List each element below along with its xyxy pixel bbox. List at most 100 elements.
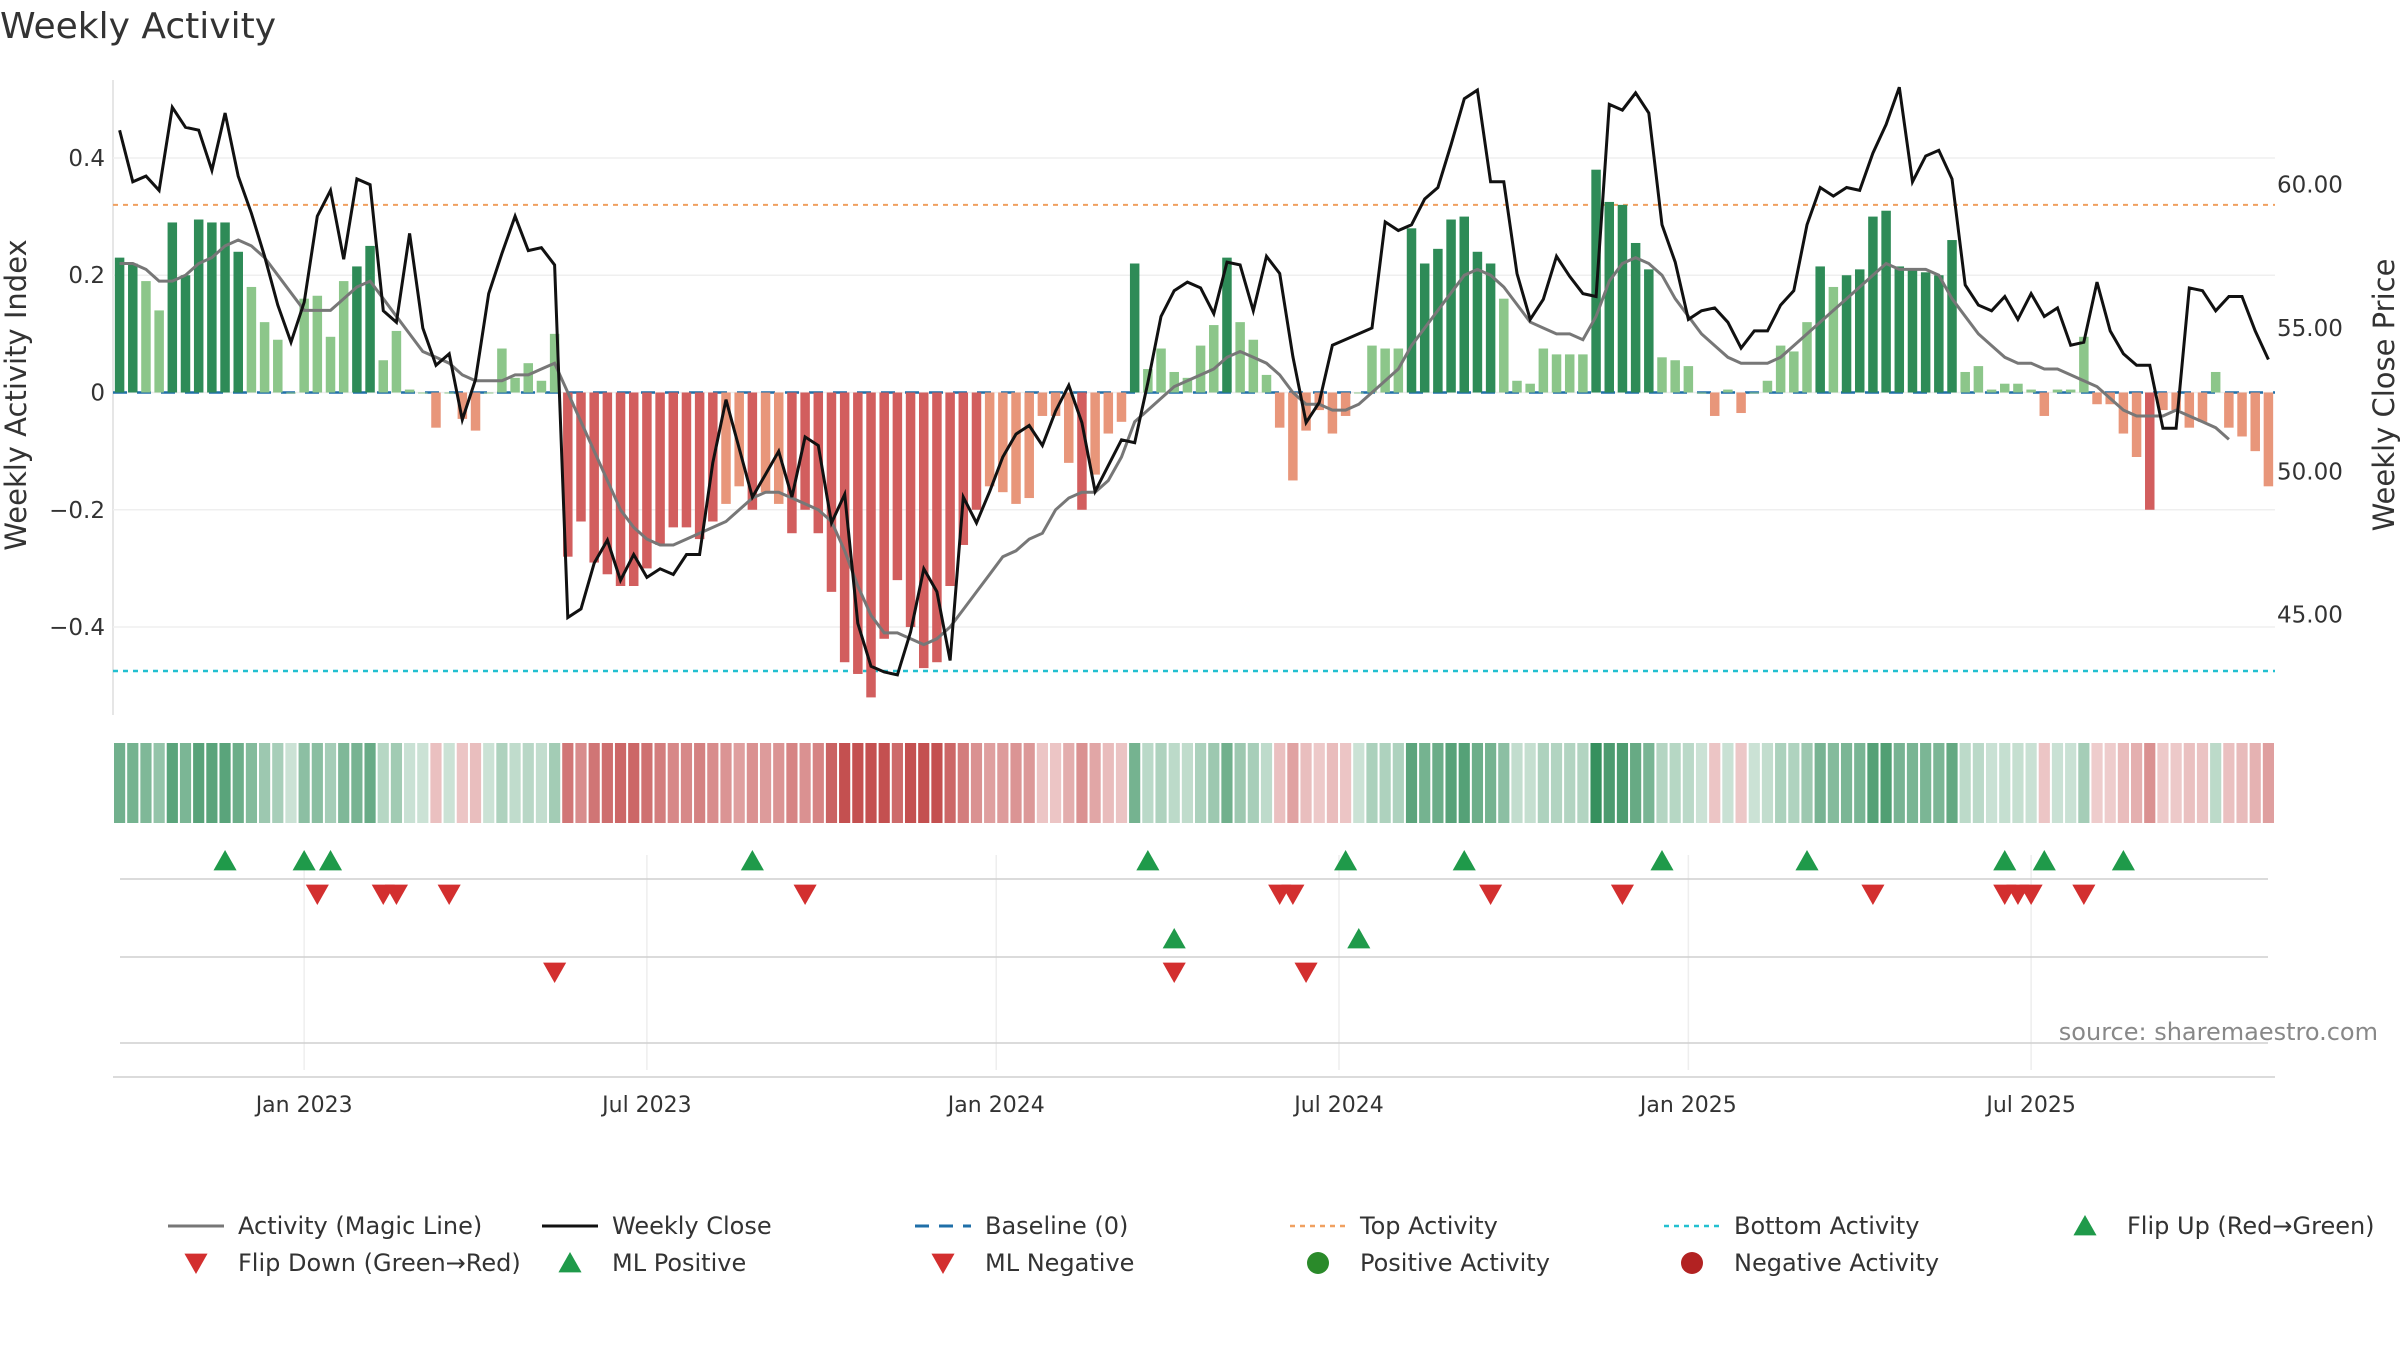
heat-cell [575,743,587,823]
activity-bar [2052,389,2063,393]
heat-cell [1340,743,1352,823]
heat-cell [1840,743,1853,823]
legend-label: Flip Up (Red→Green) [2127,1212,2375,1240]
activity-bar [1881,210,1891,393]
heat-cell [588,743,600,823]
activity-bar [1261,374,1272,393]
heat-cell [1353,743,1365,823]
flip-down-marker [305,884,329,905]
activity-bar [905,392,916,628]
heat-cell [1023,743,1035,823]
flip-up-marker [2111,850,2135,871]
activity-bar [1182,377,1193,393]
heat-cell [1577,743,1589,823]
activity-bar [1683,366,1694,393]
heat-cell [2051,743,2064,823]
activity-bar [2197,392,2208,422]
activity-bar [2237,392,2247,437]
activity-bar [338,281,349,393]
activity-bar [404,389,415,393]
heat-cell [1906,743,1919,823]
heat-cell [839,743,851,823]
heat-cell [469,743,482,823]
heat-cell [496,743,508,823]
activity-bar [1670,360,1680,393]
heat-cell [193,743,205,823]
heat-cell [206,743,218,823]
heat-cell [1102,743,1114,823]
x-tick-label: Jul 2024 [1292,1093,1384,1118]
activity-bar [1222,257,1232,393]
right-tick-label: 60.00 [2277,173,2343,199]
heat-cell [549,743,561,823]
activity-bar [193,219,204,393]
heat-cell [2117,743,2129,823]
heat-cell [720,743,732,823]
activity-bar [233,251,243,393]
ml-negative-marker [1294,962,1318,983]
left-tick-label: −0.4 [49,615,105,641]
activity-bar [273,339,283,393]
activity-bar [1512,380,1522,393]
heat-cell [1867,743,1879,823]
activity-bar [1986,389,1997,393]
heat-cell [522,743,534,823]
activity-bar [1459,216,1469,393]
activity-bar [1301,392,1311,431]
flip-up-marker [1650,850,1674,871]
heat-cell [1445,743,1457,823]
left-axis-ticks: 0.4 0.2 0 −0.2 −0.4 [49,146,105,641]
activity-bar [246,286,257,393]
flip-down-marker [437,884,461,905]
heat-cell [2210,743,2222,823]
activity-bar [128,263,138,393]
activity-bar [2079,336,2089,393]
activity-bar [325,336,336,393]
heat-cell [1682,743,1694,823]
activity-bar [1011,392,1021,504]
heat-cell [338,743,350,823]
activity-bar [1050,392,1061,416]
legend-weekly-close: Weekly Close [542,1212,772,1240]
x-grid [303,855,2032,1070]
flip-up-marker [213,850,237,871]
weekly-close-line [118,86,2270,677]
heat-cell [298,743,310,823]
heat-cell [1695,743,1708,823]
legend: Activity (Magic Line) Weekly Close Baselin… [168,1212,2375,1277]
legend-ml-positive: ML Positive [558,1249,746,1277]
activity-bar [734,392,744,487]
activity-bar [866,392,876,698]
legend-ml-negative: ML Negative [931,1249,1134,1277]
heat-cell [1827,743,1839,823]
activity-bar [1024,392,1034,499]
heat-cell [1129,743,1141,823]
activity-bar [1406,228,1417,393]
heat-cell [2170,743,2182,823]
right-axis-ticks: 60.00 55.00 50.00 45.00 [2277,173,2343,629]
activity-bar [1064,392,1074,463]
heat-cell [667,743,679,823]
legend-label: Top Activity [1359,1212,1498,1240]
heat-cell [1234,743,1246,823]
heat-cell [1524,743,1536,823]
left-tick-label: 0.2 [68,263,105,289]
heat-cell [114,743,126,823]
activity-bar [628,392,639,586]
heat-cell [733,743,745,823]
heat-cell [1550,743,1563,823]
activity-bar [286,392,296,394]
heat-cell [2144,743,2156,823]
heat-cell [2091,743,2103,823]
activity-bar [2000,383,2010,393]
heat-cell [2249,743,2261,823]
heat-cell [1063,743,1075,823]
flip-up-marker [1452,850,1476,871]
heat-cell [1735,743,1747,823]
heat-cell [430,743,442,823]
heat-cell [1775,743,1787,823]
activity-bar [1841,275,1852,393]
activity-bar [1802,322,1812,393]
x-tick-label: Jan 2023 [254,1093,353,1118]
